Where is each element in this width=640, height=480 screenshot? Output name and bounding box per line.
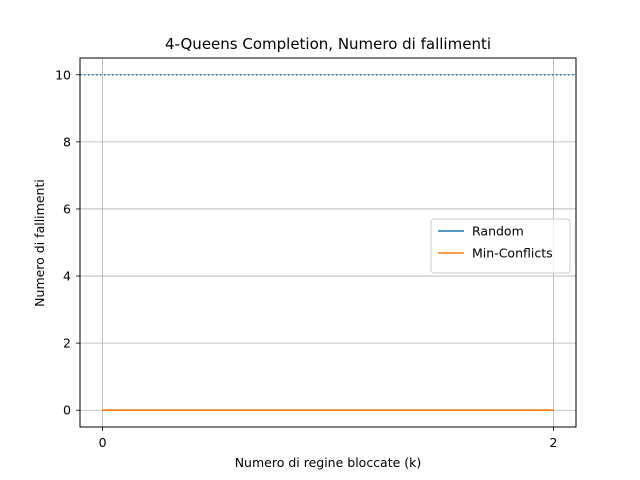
legend-label-random: Random: [472, 224, 524, 239]
chart-title: 4-Queens Completion, Numero di falliment…: [165, 35, 491, 53]
y-tick-label: 10: [55, 67, 71, 82]
x-tick-label: 0: [99, 435, 107, 450]
y-tick-label: 0: [63, 403, 71, 418]
x-tick-label: 2: [549, 435, 557, 450]
plot-area-frame: [79, 57, 577, 428]
axis-ticks: 0 2 0 2 4 6 8 10: [55, 67, 557, 450]
y-axis-label: Numero di fallimenti: [32, 179, 47, 307]
y-tick-label: 6: [63, 201, 71, 216]
legend: Random Min-Conflicts: [430, 218, 571, 274]
legend-box: [430, 218, 571, 274]
legend-label-min-conflicts: Min-Conflicts: [472, 246, 553, 261]
y-tick-label: 2: [63, 336, 71, 351]
y-tick-label: 8: [63, 134, 71, 149]
x-axis-label: Numero di regine bloccate (k): [235, 455, 422, 470]
y-tick-label: 4: [63, 269, 71, 284]
